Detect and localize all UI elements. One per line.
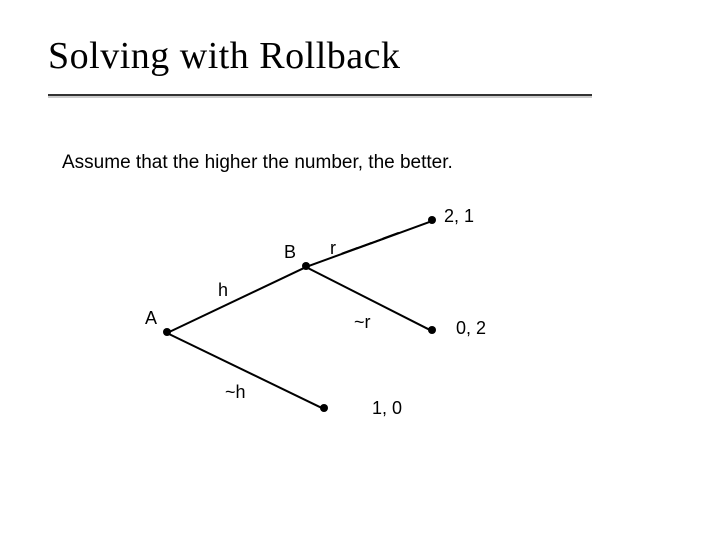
edge-label: ~h xyxy=(225,382,246,403)
tree-edge xyxy=(167,266,307,333)
edge-label: r xyxy=(330,238,336,259)
tree-node xyxy=(428,326,436,334)
edge-cut-tick xyxy=(383,232,399,239)
edge-label: ~r xyxy=(354,312,371,333)
node-label: 1, 0 xyxy=(372,398,402,419)
node-label: 2, 1 xyxy=(444,206,474,227)
node-label: 0, 2 xyxy=(456,318,486,339)
game-tree-diagram: h ~h r ~r A B 2, 1 0, 2 1, 0 xyxy=(0,0,720,540)
tree-node xyxy=(428,216,436,224)
tree-node xyxy=(163,328,171,336)
tree-node xyxy=(320,404,328,412)
node-label: B xyxy=(284,242,296,263)
tree-node xyxy=(302,262,310,270)
node-label: A xyxy=(145,308,157,329)
edge-label: h xyxy=(218,280,228,301)
